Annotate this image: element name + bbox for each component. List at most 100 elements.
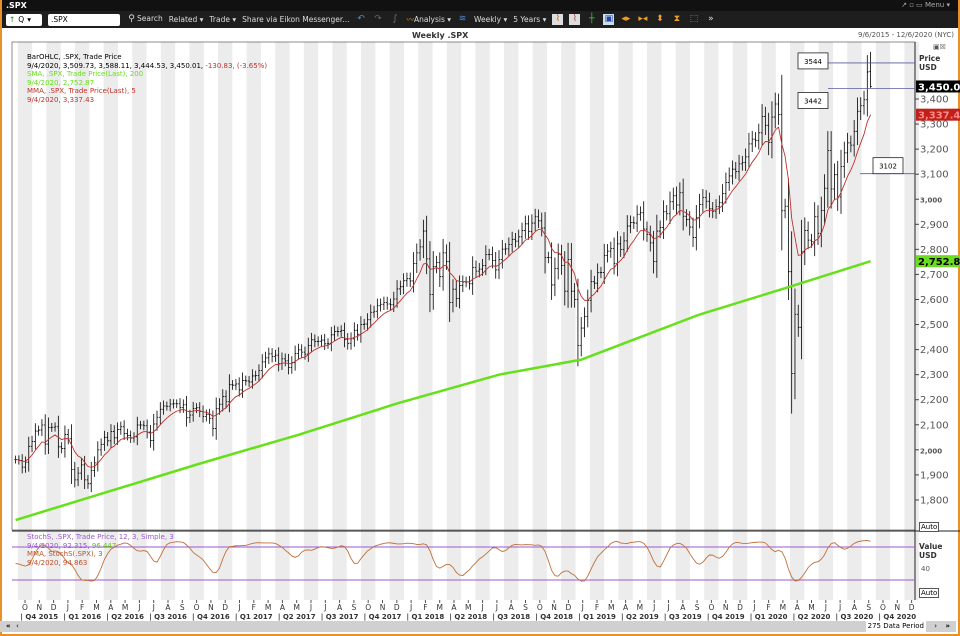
ohlc-bar [566, 242, 570, 308]
month-label: N [380, 603, 386, 612]
quarter-label: | Q4 2020 [878, 613, 916, 622]
stoch-auto-button[interactable]: Auto [919, 588, 940, 598]
ohlc-bar [810, 233, 813, 248]
ohlc-bar [155, 410, 159, 431]
layout-icon[interactable]: ▣ [603, 14, 615, 25]
related-menu[interactable]: Related ▾ [168, 15, 204, 24]
month-label: J [323, 603, 326, 612]
ohlc-bar [158, 402, 162, 425]
ohlc-bar [451, 279, 455, 313]
month-stripe [218, 42, 233, 600]
month-label: F [423, 603, 427, 612]
ohlc-bar [461, 275, 465, 293]
ohlc-bar [191, 401, 195, 422]
ohlc-bar [665, 205, 669, 221]
ohlc-bar [205, 409, 208, 422]
ohlc-bar [583, 307, 586, 338]
price-panel-frame [11, 41, 916, 531]
month-label: A [337, 603, 343, 612]
crosshair-icon[interactable]: ┼ [589, 14, 595, 24]
share-button[interactable]: Share via Eikon Messenger... [242, 15, 350, 24]
scroll-right-button[interactable]: › [934, 622, 937, 630]
month-stripe [704, 42, 719, 600]
ohlc-bar [471, 256, 474, 295]
ohlc-bar [474, 260, 478, 278]
mma-value-tag: 3,337.4 [918, 111, 960, 122]
month-stripe [160, 42, 176, 600]
month-stripe [103, 42, 118, 600]
hourglass-icon[interactable]: ⧗ [673, 14, 681, 24]
ohlc-bar [520, 222, 524, 245]
mma-value-tag-bg [916, 108, 960, 121]
ohlc-bar [43, 414, 47, 455]
sma-value-tag-bg [916, 255, 960, 268]
month-stripe [418, 42, 433, 600]
ohlc-bar [616, 231, 619, 277]
range-select[interactable]: 5 Years ▾ [513, 15, 547, 24]
dropdown-icon[interactable]: ▾ [27, 15, 31, 24]
price-tick-label: 2,300 [920, 370, 949, 381]
ohlc-bar [688, 211, 692, 236]
ohlc-bar [839, 149, 843, 214]
more-icon[interactable]: » [708, 14, 714, 24]
sma-legend-value: 9/4/2020, 2,752.87 [27, 78, 95, 87]
ohlc-bar [770, 101, 774, 159]
month-label: M [265, 603, 271, 612]
ohlc-bar [37, 425, 40, 436]
ohlc-bar [724, 172, 728, 204]
compare-chart-icon[interactable]: ⌇ [569, 14, 581, 25]
bar-legend-values: 9/4/2020, 3,509.73, 3,588.11, 3,444.53, … [27, 61, 204, 70]
ohlc-bar [487, 248, 491, 261]
ohlc-bar [362, 318, 366, 330]
scroll-start-button[interactable]: « [6, 622, 11, 630]
quarter-label: | Q1 2019 [578, 613, 616, 622]
redo-icon[interactable]: ↷ [374, 14, 382, 24]
wave-icon[interactable]: ≋ [458, 14, 467, 24]
menu-button[interactable]: ↗ ▫ ▭ Menu ▾ [901, 1, 950, 9]
month-stripe [303, 42, 319, 600]
ohlc-bar [823, 174, 826, 225]
ohlc-bar [695, 204, 698, 251]
line-chart-icon[interactable]: ⌇ [552, 14, 564, 25]
ohlc-bar [714, 199, 718, 219]
ohlc-bar [842, 141, 846, 178]
ohlc-bar [260, 354, 264, 379]
ohlc-bar [622, 232, 626, 259]
month-label: M [637, 603, 643, 612]
ohlc-bar [796, 304, 800, 337]
month-stripe [790, 42, 805, 600]
ric-input[interactable]: .SPX [48, 13, 120, 26]
zoom-fit-icon[interactable]: ▸◂ [638, 14, 648, 24]
ohlc-bar [320, 334, 323, 347]
date-range: 9/6/2015 - 12/6/2020 (NYC) [857, 31, 954, 39]
ohlc-bar [333, 325, 336, 341]
price-auto-button[interactable]: Auto [919, 522, 940, 532]
scroll-end-button[interactable]: » [945, 622, 950, 630]
analysis-menu[interactable]: 〰Analysis ▾ [406, 15, 452, 24]
undo-icon[interactable]: ↶ [357, 14, 365, 24]
ohlc-bar [316, 336, 320, 347]
ohlc-bar [89, 461, 93, 493]
ohlc-bar [632, 216, 636, 230]
time-scrollbar[interactable]: « ‹ 275 Data Period › » [0, 621, 956, 632]
select-icon[interactable]: ⬚ [689, 14, 699, 24]
ric-prefix[interactable]: ↑ Q ▾ [6, 13, 42, 26]
month-label: J [838, 603, 841, 612]
ohlc-bar [859, 97, 863, 120]
annotation-box [797, 92, 829, 109]
ohlc-bar [60, 442, 63, 454]
interval-select[interactable]: Weekly ▾ [474, 15, 508, 24]
zoom-vertical-icon[interactable]: ⬍ [656, 14, 664, 24]
ohlc-bar [405, 272, 409, 287]
ohlc-bar [96, 441, 100, 472]
zoom-horizontal-icon[interactable]: ◂▸ [621, 14, 631, 24]
formula-icon[interactable]: ∫ [392, 14, 398, 24]
panel-buttons[interactable]: ▣☒ [933, 43, 946, 52]
ohlc-bar [270, 348, 274, 363]
scroll-left-button[interactable]: ‹ [16, 622, 19, 630]
trade-menu[interactable]: Trade ▾ [209, 15, 237, 24]
mma-legend-title: MMA, .SPX, Trade Price(Last), 5 [27, 87, 136, 95]
search-button[interactable]: ⚲ Search [126, 14, 163, 25]
month-stripe [504, 42, 519, 600]
